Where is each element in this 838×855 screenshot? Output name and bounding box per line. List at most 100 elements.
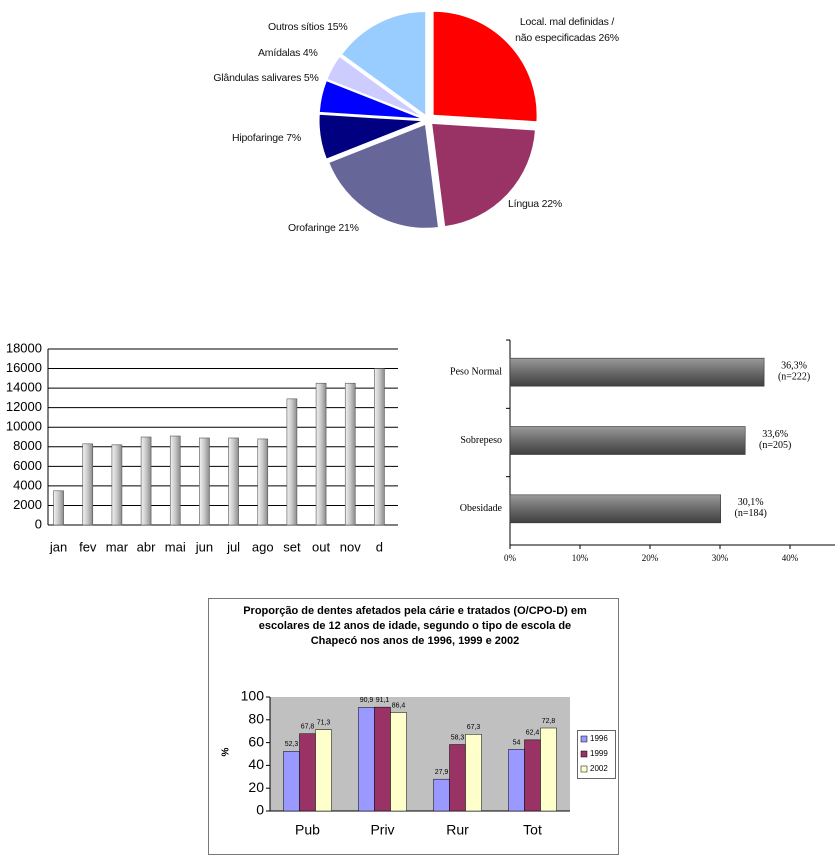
- x-tick-label: nov: [340, 539, 361, 554]
- slice-name: Amídalas: [258, 47, 301, 59]
- pie-slice: [328, 123, 440, 229]
- y-tick-label: 80: [248, 711, 264, 727]
- value-label: 52,3: [285, 741, 299, 748]
- bar: [111, 444, 123, 526]
- x-tick-label: ago: [252, 539, 274, 554]
- slice-value: 7%: [286, 132, 301, 144]
- label-box: Glândulas salivares 5%: [213, 72, 319, 84]
- slice-label: Amídalas 4%: [258, 45, 338, 61]
- bar: [169, 435, 181, 526]
- slice-value: 15%: [327, 21, 348, 33]
- bar: [509, 494, 721, 524]
- label-box: Proporção de dentes afetados pela cárie …: [243, 605, 587, 647]
- x-tick-label: 0%: [504, 553, 517, 563]
- y-tick-label: Peso Normal: [450, 366, 502, 377]
- label-box: Outros sítios 15%: [268, 19, 378, 35]
- y-tick-label: 8000: [13, 438, 42, 453]
- bar: [53, 490, 64, 526]
- y-axis-label: %: [221, 747, 232, 756]
- bar: [228, 437, 239, 526]
- bar: [344, 382, 356, 526]
- value-label: 58,3: [451, 734, 465, 741]
- bar: [257, 438, 269, 526]
- y-tick-label: 18000: [6, 340, 42, 355]
- bar: [140, 436, 152, 526]
- slice-name: Glândulas salivares: [213, 72, 302, 84]
- y-tick-label: 0: [256, 802, 264, 818]
- bar: [524, 739, 541, 812]
- y-tick-label: 4000: [13, 477, 42, 492]
- bar: [315, 382, 327, 526]
- slice-name: Língua: [508, 198, 539, 210]
- label-box: Hipofaringe 7%: [232, 130, 332, 146]
- legend-swatch: [580, 735, 588, 743]
- x-tick-label: out: [312, 539, 330, 554]
- slice-value: 22%: [541, 198, 563, 210]
- pie-slice: [431, 122, 536, 228]
- bar: [509, 357, 765, 387]
- x-tick-label: d: [376, 539, 383, 554]
- value-label: 36,3%: [781, 360, 807, 371]
- slice-value: 4%: [302, 47, 318, 59]
- value-label: 54: [513, 739, 521, 746]
- bar: [390, 712, 407, 812]
- value-label: 90,9: [360, 697, 374, 704]
- y-tick-label: 20: [248, 779, 264, 795]
- x-tick-label: set: [283, 539, 301, 554]
- chart-title: Proporção de dentes afetados pela cárie …: [243, 605, 587, 647]
- y-tick-label: Obesidade: [460, 503, 503, 514]
- bar: [449, 744, 466, 812]
- y-tick-label: 14000: [6, 380, 42, 395]
- bar: [374, 368, 385, 526]
- pie-slice: [432, 10, 538, 123]
- legend-label: 2002: [590, 764, 608, 773]
- x-tick-label: Priv: [370, 822, 394, 838]
- value-label: 30,1%: [738, 497, 764, 508]
- bar: [509, 426, 746, 455]
- pie-slice: [326, 55, 424, 119]
- value-label: 86,4: [392, 702, 406, 709]
- bar: [540, 727, 557, 812]
- value-label: 91,1: [376, 697, 390, 704]
- bar: [465, 734, 482, 812]
- bar: [82, 443, 94, 526]
- value-label: 67,8: [301, 724, 315, 731]
- bar: [283, 751, 300, 812]
- bar: [299, 733, 316, 812]
- bar: [374, 706, 391, 812]
- slice-value: 26%: [598, 32, 619, 44]
- x-tick-label: Tot: [523, 822, 542, 838]
- bar: [199, 437, 210, 526]
- y-tick-label: 12000: [6, 399, 42, 414]
- x-tick-label: 20%: [642, 553, 659, 563]
- label-box: Amídalas 4%: [258, 45, 338, 61]
- x-tick-label: jan: [49, 539, 67, 554]
- count-label: (n=184): [735, 508, 767, 519]
- pie-slice: [340, 11, 427, 117]
- slice-name: Orofaringe: [288, 222, 336, 234]
- y-tick-label: 2000: [13, 497, 42, 512]
- x-tick-label: Pub: [295, 822, 320, 838]
- y-tick-label: Sobrepeso: [460, 435, 502, 446]
- label-box: Língua 22%: [508, 196, 588, 212]
- x-tick-label: fev: [79, 539, 97, 554]
- slice-label: Hipofaringe 7%: [232, 130, 332, 146]
- slice-label: Outros sítios 15%: [268, 19, 378, 35]
- x-tick-label: 30%: [712, 553, 729, 563]
- y-tick-label: 60: [248, 733, 264, 749]
- value-label: 62,4: [526, 730, 540, 737]
- x-tick-label: jul: [226, 539, 240, 554]
- bar: [286, 398, 298, 526]
- x-tick-label: abr: [137, 539, 156, 554]
- legend-label: 1996: [590, 734, 608, 743]
- count-label: (n=222): [778, 371, 810, 382]
- label-box: Orofaringe 21%: [288, 222, 359, 234]
- x-tick-label: mai: [165, 539, 186, 554]
- x-tick-label: jun: [195, 539, 213, 554]
- x-tick-label: mar: [106, 539, 129, 554]
- y-tick-label: 10000: [6, 419, 42, 434]
- label-box: Local. mal definidas / não especificadas…: [515, 16, 619, 44]
- slice-label: Língua 22%: [508, 196, 588, 212]
